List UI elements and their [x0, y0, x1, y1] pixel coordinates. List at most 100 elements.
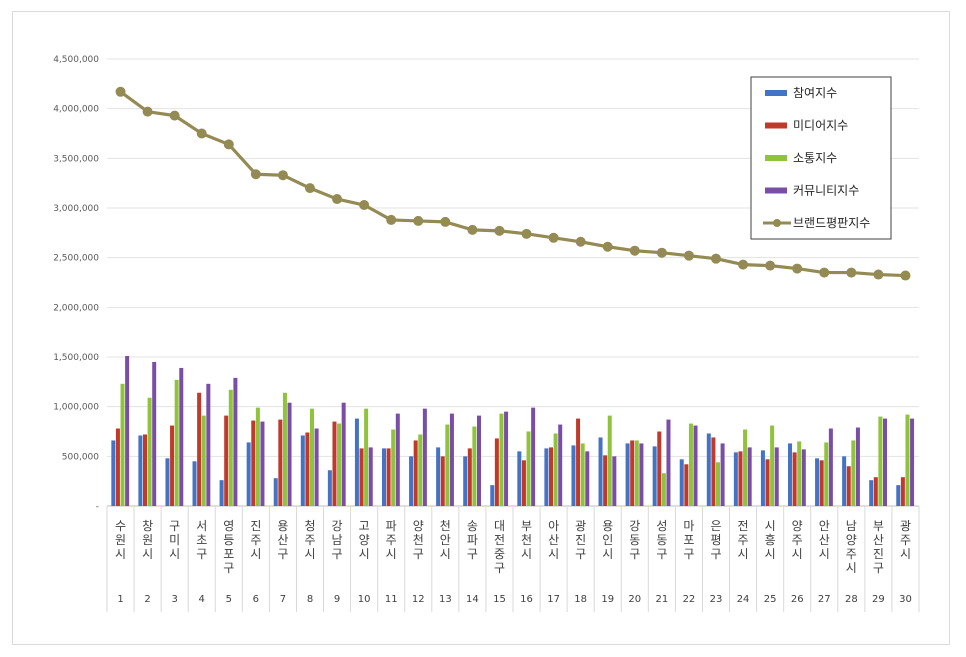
bar	[152, 361, 157, 506]
line-point	[629, 245, 640, 256]
y-tick-label: 1,000,000	[53, 403, 99, 413]
y-tick-label: 2,000,000	[53, 303, 99, 313]
line-point	[115, 86, 126, 97]
category-label-char: 시	[250, 547, 261, 561]
category-label-char: 평	[710, 533, 721, 547]
bar	[905, 414, 910, 506]
category-index: 7	[280, 594, 286, 605]
category-index: 6	[253, 594, 259, 605]
bar	[580, 443, 585, 506]
category-index: 1	[117, 594, 123, 605]
bar	[846, 466, 851, 506]
legend-label: 참여지수	[793, 86, 837, 100]
legend-marker	[773, 219, 781, 227]
category-label-char: 안	[440, 533, 451, 547]
bar	[788, 443, 792, 506]
bar	[558, 424, 563, 506]
category-label-char: 산	[548, 533, 559, 547]
bar	[219, 480, 224, 506]
bar	[878, 416, 883, 506]
line-point	[602, 241, 613, 252]
chart-svg: - 500,000 1,000,000 1,500,000 2,000,000 2,500…	[53, 55, 920, 612]
bar	[354, 418, 359, 506]
bar	[585, 451, 590, 506]
bar	[706, 433, 711, 506]
category-label-char: 양	[359, 533, 370, 547]
category-label-char: 시	[792, 547, 803, 561]
bar	[111, 440, 116, 506]
bar	[472, 426, 477, 506]
bar	[327, 470, 332, 506]
category-label-char: 산	[873, 533, 884, 547]
line-point	[142, 106, 153, 117]
category-index: 11	[385, 594, 398, 605]
bar	[282, 392, 287, 506]
category-label-char: 구	[413, 547, 424, 561]
legend-swatch	[765, 187, 787, 194]
bar	[445, 424, 450, 506]
bar	[368, 447, 373, 506]
category-label-char: 시	[548, 547, 559, 561]
category-label-char: 천	[413, 532, 424, 547]
bar	[422, 408, 427, 506]
category-index: 19	[601, 594, 614, 605]
category-index: 12	[412, 594, 425, 605]
bar	[382, 448, 386, 506]
category-label-char: 등	[223, 533, 234, 547]
category-label-char: 광	[575, 519, 586, 533]
legend-swatch	[765, 155, 787, 161]
category-label-char: 시	[846, 561, 857, 575]
category-label-char: 구	[683, 547, 694, 561]
bar	[634, 440, 639, 506]
category-label-char: 아	[548, 519, 559, 533]
bar	[192, 461, 197, 506]
bar	[792, 452, 797, 506]
line-point	[413, 215, 424, 226]
bar	[517, 451, 522, 506]
bar	[824, 442, 829, 506]
bar	[246, 442, 251, 506]
line-point	[386, 214, 397, 225]
category-index: 22	[683, 594, 696, 605]
y-tick-label: 3,000,000	[53, 204, 99, 214]
bar	[300, 435, 305, 506]
category-index: 4	[199, 594, 205, 605]
bar	[684, 464, 689, 506]
category-label-char: 은	[710, 519, 721, 533]
category-label-char: 부	[521, 519, 532, 533]
category-label-char: 시	[521, 547, 532, 561]
category-index: 30	[899, 594, 912, 605]
grid-layer	[107, 58, 919, 507]
bar	[760, 450, 765, 506]
category-label-char: 파	[386, 519, 397, 533]
bar	[652, 446, 657, 506]
bar	[179, 367, 184, 506]
line-point	[277, 170, 288, 181]
bar	[395, 413, 400, 506]
line-point	[656, 247, 667, 258]
bar	[440, 456, 445, 506]
category-label-char: 포	[223, 547, 234, 561]
line-point	[738, 259, 749, 270]
category-label-char: 광	[900, 519, 911, 533]
line-point	[494, 225, 505, 236]
category-index: 13	[439, 594, 452, 605]
category-index: 15	[493, 594, 506, 605]
line-point	[196, 128, 207, 139]
category-label-char: 천	[521, 532, 532, 547]
y-axis: - 500,000 1,000,000 1,500,000 2,000,000 2,500…	[53, 55, 99, 512]
line-point	[169, 110, 180, 121]
bar	[693, 425, 698, 506]
category-label-char: 시	[765, 547, 776, 561]
category-label-char: 구	[467, 547, 478, 561]
category-label-char: 구	[332, 547, 343, 561]
